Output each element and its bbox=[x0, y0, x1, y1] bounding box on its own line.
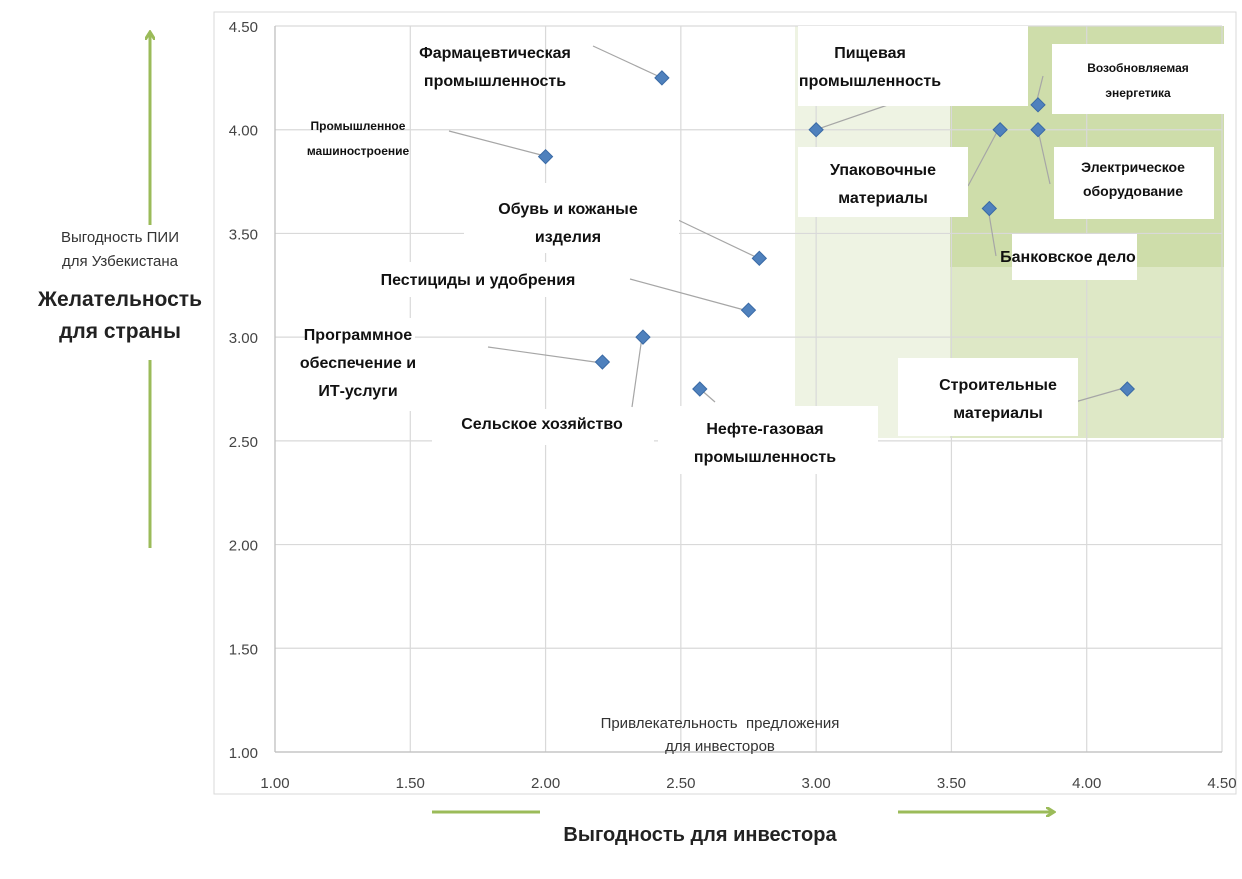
point-label: Пестициды и удобрения bbox=[381, 272, 576, 289]
data-point-marker bbox=[594, 354, 611, 370]
data-point-marker bbox=[1030, 97, 1046, 113]
x-tick-label: 2.50 bbox=[666, 775, 695, 792]
leader-line bbox=[629, 278, 749, 312]
y-tick-label: 4.50 bbox=[229, 19, 258, 36]
y-tick-label: 2.50 bbox=[229, 434, 258, 451]
y-sublabel-line-1: Выгодность ПИИ bbox=[60, 229, 179, 246]
x-sublabel-line-2: для инвесторов bbox=[665, 738, 775, 755]
leader-line bbox=[675, 218, 761, 260]
data-point-marker bbox=[740, 302, 757, 318]
point-label: Нефте-газовая bbox=[706, 421, 823, 438]
axis-arrows bbox=[150, 34, 1052, 812]
x-tick-label: 1.50 bbox=[396, 775, 425, 792]
y-tick-label: 2.00 bbox=[229, 538, 258, 555]
label-backgrounds bbox=[305, 26, 1224, 474]
point-label: энергетика bbox=[1105, 86, 1171, 100]
point-labels: Фармацевтическая промышленность Промышленн… bbox=[300, 45, 1189, 466]
point-label: промышленность bbox=[799, 73, 941, 90]
point-label: машиностроение bbox=[307, 144, 410, 158]
point-label: изделия bbox=[535, 229, 601, 246]
leader-line bbox=[1074, 387, 1125, 403]
x-axis-sublabel: Привлекательность предложения для инвест… bbox=[460, 712, 980, 758]
point-label: промышленность bbox=[424, 73, 566, 90]
point-label: Обувь и кожаные bbox=[498, 201, 638, 218]
point-label: Сельское хозяйство bbox=[461, 416, 623, 433]
leader-line bbox=[967, 129, 999, 187]
data-point-marker bbox=[692, 381, 708, 397]
x-tick-label: 4.50 bbox=[1207, 775, 1236, 792]
y-sublabel-line-2: для Узбекистана bbox=[61, 253, 179, 270]
x-tick-label: 3.00 bbox=[802, 775, 831, 792]
point-label: промышленность bbox=[694, 449, 836, 466]
leader-line bbox=[1037, 129, 1051, 185]
data-point-marker bbox=[635, 329, 651, 345]
y-title-line-1: Желательность bbox=[37, 288, 202, 311]
label-background bbox=[1012, 234, 1137, 280]
point-label: оборудование bbox=[1083, 183, 1183, 199]
y-tick-label: 3.50 bbox=[229, 226, 258, 243]
data-point-marker bbox=[751, 250, 768, 267]
axes: 1.00 1.50 2.00 2.50 3.00 3.50 4.00 4.50 1.00 1.50… bbox=[229, 19, 1237, 792]
point-label: Возобновляемая bbox=[1087, 61, 1189, 75]
y-axis-title: Желательность для страны bbox=[20, 284, 220, 348]
y-tick-label: 4.00 bbox=[229, 123, 258, 140]
point-label: ИТ-услуги bbox=[318, 383, 397, 400]
label-background bbox=[1052, 44, 1224, 114]
x-sublabel-line-1: Привлекательность предложения bbox=[600, 715, 840, 732]
leader-line bbox=[631, 336, 643, 408]
leader-line bbox=[592, 45, 661, 78]
y-title-line-2: для страны bbox=[59, 320, 181, 343]
point-label: Фармацевтическая bbox=[419, 45, 571, 62]
point-label: материалы bbox=[953, 405, 1043, 422]
y-tick-label: 1.00 bbox=[229, 745, 258, 762]
label-background bbox=[658, 406, 878, 474]
label-background bbox=[1054, 147, 1214, 219]
leader-lines bbox=[448, 45, 1125, 408]
leader-line bbox=[487, 346, 603, 364]
label-background bbox=[464, 183, 679, 253]
data-point-marker bbox=[992, 122, 1008, 138]
x-tick-label: 1.00 bbox=[260, 775, 289, 792]
point-label: Пищевая bbox=[834, 45, 906, 62]
y-axis-sublabel: Выгодность ПИИ для Узбекистана bbox=[20, 226, 220, 274]
point-label: Банковское дело bbox=[1000, 249, 1136, 266]
point-label: Строительные bbox=[939, 377, 1057, 394]
x-tick-label: 2.00 bbox=[531, 775, 560, 792]
point-label: Программное bbox=[304, 327, 412, 344]
data-point-marker bbox=[654, 70, 670, 86]
label-background bbox=[305, 318, 415, 411]
point-label: Упаковочные bbox=[830, 162, 936, 179]
label-background bbox=[898, 358, 1078, 436]
point-label: обеспечение и bbox=[300, 355, 416, 372]
data-point-marker bbox=[981, 200, 998, 217]
y-tick-label: 3.00 bbox=[229, 330, 258, 347]
data-markers bbox=[537, 70, 1136, 397]
x-tick-label: 3.50 bbox=[937, 775, 966, 792]
point-label: Электрическое bbox=[1081, 159, 1185, 175]
label-background bbox=[798, 26, 1028, 106]
data-point-marker bbox=[1119, 381, 1136, 397]
label-background bbox=[432, 409, 654, 445]
point-label: материалы bbox=[838, 190, 928, 207]
x-axis-title: Выгодность для инвестора bbox=[563, 824, 837, 846]
data-point-marker bbox=[1030, 122, 1046, 138]
point-label: Промышленное bbox=[311, 119, 406, 133]
leader-line bbox=[448, 130, 546, 157]
y-tick-label: 1.50 bbox=[229, 641, 258, 658]
data-point-marker bbox=[537, 148, 554, 165]
label-background bbox=[798, 147, 968, 217]
label-background bbox=[352, 262, 607, 297]
data-point-marker bbox=[808, 122, 824, 138]
x-tick-label: 4.00 bbox=[1072, 775, 1101, 792]
